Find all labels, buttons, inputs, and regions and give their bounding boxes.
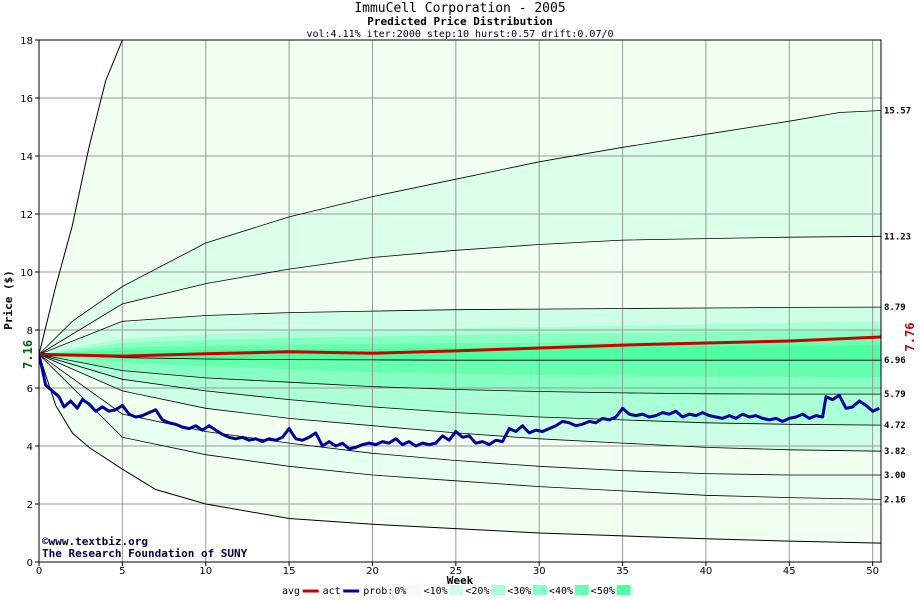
x-tick-label-5: 5 xyxy=(119,566,125,577)
end-label-15-57: 15.57 xyxy=(884,106,911,116)
outer-lower-curve xyxy=(39,354,881,544)
legend-prob-label-lt20pct: <20% xyxy=(465,586,489,597)
y-tick-label-14: 14 xyxy=(20,152,33,163)
y-tick-label-8: 8 xyxy=(27,326,33,337)
legend-prob-swatch-lt50pct xyxy=(616,585,631,595)
percentile-line-6-96 xyxy=(39,354,881,361)
probability-bands xyxy=(39,40,881,544)
band-upper-tail xyxy=(39,110,881,355)
y-tick-label-10: 10 xyxy=(20,268,33,279)
legend-prob-swatch-lt30pct xyxy=(533,585,547,595)
legend-label-act: act xyxy=(323,586,341,597)
credit-organization: The Research Foundation of SUNY xyxy=(42,547,248,560)
band-lower-tail xyxy=(39,354,881,500)
credit-website: ©www.textbiz.org xyxy=(42,535,148,548)
end-label-3-00: 3.00 xyxy=(884,471,906,481)
legend-prob-label-lt40pct: <40% xyxy=(549,586,573,597)
percentile-end-labels: 15.57 11.23 8.79 6.96 5.79 4.72 3.82 3.00 2.16 xyxy=(884,106,911,505)
x-tick-label-50: 50 xyxy=(866,566,879,577)
x-tick-label-30: 30 xyxy=(533,566,546,577)
legend: avg act prob: 0% <10% <20% <30% <40% <50% xyxy=(282,585,631,597)
plot-frame xyxy=(38,39,882,563)
x-tick-label-15: 15 xyxy=(283,566,296,577)
legend-prob-swatch-0pct xyxy=(407,585,422,595)
y-axis-label: Price ($) xyxy=(2,270,15,330)
y-tick-label-18: 18 xyxy=(20,36,33,47)
outer-upper-curve xyxy=(39,40,123,355)
percentile-line-4-72 xyxy=(39,354,881,426)
y-tick-label-12: 12 xyxy=(20,210,33,221)
x-tick-label-35: 35 xyxy=(616,566,629,577)
end-label-3-82: 3.82 xyxy=(884,447,906,457)
end-label-4-72: 4.72 xyxy=(884,421,906,431)
legend-prob-prefix: prob: xyxy=(363,586,393,597)
legend-prob-swatch-lt20pct xyxy=(491,585,506,595)
percentile-line-8-79 xyxy=(39,306,881,355)
legend-prob-label-0pct: 0% xyxy=(394,586,406,597)
y-tick-label-0: 0 xyxy=(27,558,33,569)
legend-label-avg: avg xyxy=(282,586,300,597)
series-avg-line xyxy=(39,335,881,358)
price-series xyxy=(39,335,881,451)
chart-title: ImmuCell Corporation - 2005 xyxy=(354,1,565,16)
end-label-5-79: 5.79 xyxy=(884,390,906,400)
end-label-8-79: 8.79 xyxy=(884,303,906,313)
end-label-6-96: 6.96 xyxy=(884,356,906,366)
percentile-line-5-79 xyxy=(39,354,881,395)
series-act-line xyxy=(39,354,880,451)
x-tick-label-25: 25 xyxy=(449,566,462,577)
end-label-2-16: 2.16 xyxy=(884,495,906,505)
chart-subtitle: Predicted Price Distribution xyxy=(367,15,552,28)
band-50pct xyxy=(39,345,881,361)
start-price-label: 7.16 xyxy=(21,340,35,369)
y-tick-label-2: 2 xyxy=(27,500,33,511)
x-tick-label-40: 40 xyxy=(700,566,713,577)
percentile-line-11-23 xyxy=(39,235,881,355)
y-tick-label-4: 4 xyxy=(27,442,33,453)
simulation-params: vol:4.11% iter:2000 step:10 hurst:0.57 d… xyxy=(306,29,613,40)
x-tick-label-0: 0 xyxy=(36,566,42,577)
axis-ticks: 0 5 10 15 20 25 30 35 40 45 50 0 2 4 6 8 10 12 14 16 18 xyxy=(20,36,879,577)
legend-prob-label-lt50pct: <50% xyxy=(591,586,615,597)
x-tick-label-10: 10 xyxy=(199,566,212,577)
end-label-11-23: 11.23 xyxy=(884,232,911,242)
legend-prob-swatch-lt10pct xyxy=(449,585,464,595)
percentile-line-15-57 xyxy=(39,110,881,355)
percentile-line-2-16 xyxy=(39,354,881,500)
y-tick-label-16: 16 xyxy=(20,94,33,105)
x-tick-label-20: 20 xyxy=(366,566,379,577)
legend-prob-label-lt30pct: <30% xyxy=(507,586,531,597)
y-tick-label-6: 6 xyxy=(27,384,33,395)
x-axis-label: Week xyxy=(447,574,474,587)
end-avg-price-label: 7.76 xyxy=(903,323,917,352)
legend-prob-swatch-lt40pct xyxy=(574,585,589,595)
x-tick-label-45: 45 xyxy=(783,566,796,577)
legend-prob-label-lt10pct: <10% xyxy=(424,586,448,597)
